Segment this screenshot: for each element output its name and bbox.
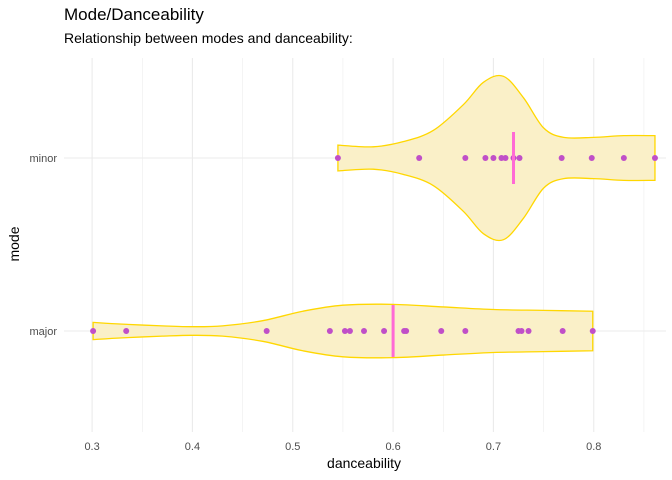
data-point <box>482 155 489 161</box>
chart-subtitle: Relationship between modes and danceabil… <box>64 30 353 46</box>
data-point <box>516 155 523 161</box>
gridlines <box>64 58 666 432</box>
x-tick-labels: 0.3 0.4 0.5 0.6 0.7 0.8 <box>84 441 601 453</box>
data-point <box>518 328 525 334</box>
violin-minor <box>337 74 656 242</box>
x-tick-label: 0.4 <box>185 441 200 453</box>
data-point <box>558 155 565 161</box>
data-point <box>438 328 445 334</box>
x-tick-label: 0.5 <box>285 441 300 453</box>
data-point <box>90 328 97 334</box>
points <box>90 155 658 334</box>
data-point <box>525 328 532 334</box>
y-tick-labels: minor major <box>29 153 57 338</box>
data-point <box>123 328 130 334</box>
x-tick-label: 0.6 <box>385 441 400 453</box>
data-point <box>502 155 509 161</box>
data-point <box>462 155 469 161</box>
data-point <box>334 155 341 161</box>
data-point <box>462 328 469 334</box>
x-tick-label: 0.7 <box>486 441 501 453</box>
data-point <box>263 328 270 334</box>
data-point <box>360 328 367 334</box>
violins <box>92 74 656 359</box>
data-point <box>651 155 658 161</box>
data-point <box>559 328 566 334</box>
x-tick-label: 0.3 <box>84 441 99 453</box>
data-point <box>620 155 627 161</box>
y-tick-label: minor <box>29 153 57 165</box>
data-point <box>588 155 595 161</box>
y-axis-title: mode <box>6 226 22 261</box>
data-point <box>589 328 596 334</box>
y-tick-label: major <box>29 326 57 338</box>
data-point <box>346 328 353 334</box>
chart-title: Mode/Danceability <box>64 5 204 24</box>
data-point <box>341 328 348 334</box>
x-axis-title: danceability <box>327 455 401 471</box>
data-point <box>490 155 497 161</box>
medians <box>391 132 515 357</box>
data-point <box>381 328 388 334</box>
data-point <box>403 328 410 334</box>
data-point <box>416 155 423 161</box>
x-tick-label: 0.8 <box>586 441 601 453</box>
data-point <box>326 328 333 334</box>
